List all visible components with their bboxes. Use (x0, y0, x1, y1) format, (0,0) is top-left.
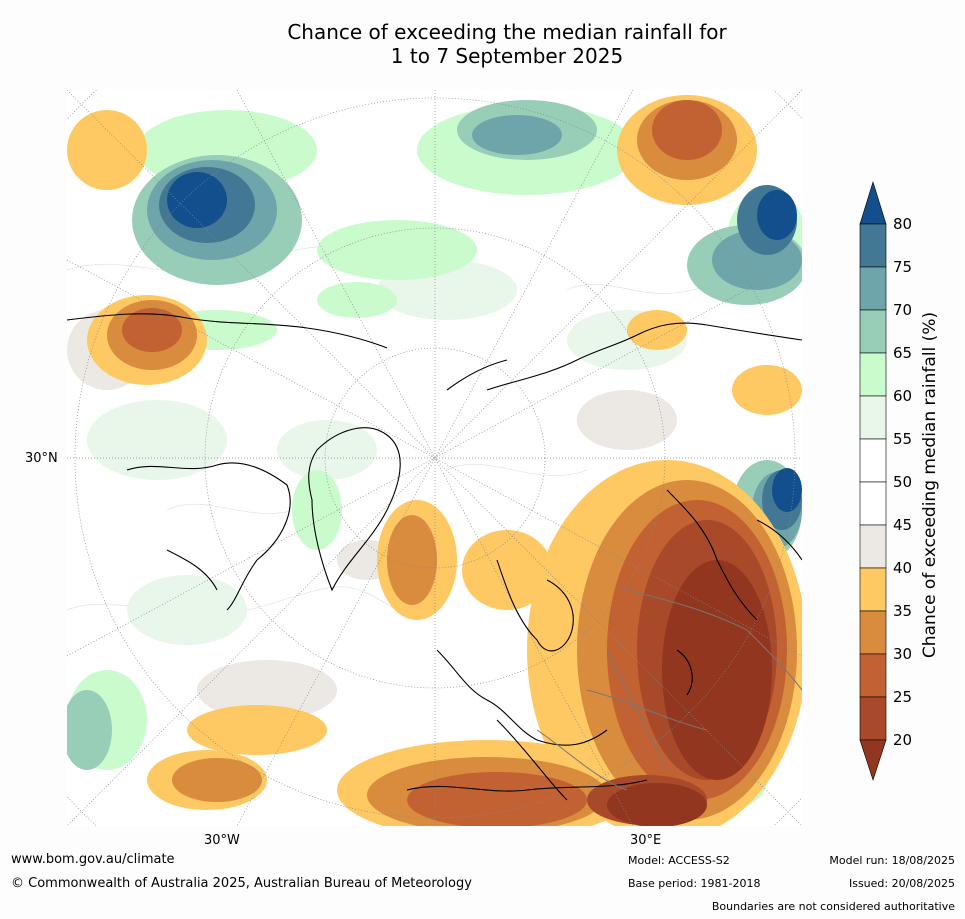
colorbar-tick: 50 (893, 473, 913, 491)
lon-label-30w: 30°W (204, 833, 240, 848)
model-run-text: Model run: 18/08/2025 (829, 854, 955, 867)
colorbar-segment (859, 266, 887, 311)
colorbar-segment (859, 481, 887, 526)
map-canvas (67, 90, 802, 826)
colorbar-label: Chance of exceeding median rainfall (%) (920, 311, 940, 659)
colorbar-tick: 40 (893, 559, 913, 577)
colorbar-tick: 45 (893, 516, 913, 534)
colorbar-segment (859, 352, 887, 397)
colorbar-tick: 20 (893, 731, 913, 749)
colorbar-tick: 60 (893, 387, 913, 405)
colorbar-segment (859, 309, 887, 354)
colorbar-segment (859, 395, 887, 440)
colorbar-segment (859, 438, 887, 483)
colorbar-segment (859, 696, 887, 741)
colorbar-tick: 30 (893, 645, 913, 663)
colorbar (859, 180, 887, 781)
colorbar-tick: 70 (893, 301, 913, 319)
colorbar-segment (859, 567, 887, 612)
rainfall-map (67, 90, 802, 826)
colorbar-segment (859, 524, 887, 569)
copyright-text: © Commonwealth of Australia 2025, Austra… (11, 876, 472, 891)
colorbar-tick: 80 (893, 215, 913, 233)
colorbar-tick: 25 (893, 688, 913, 706)
colorbar-segment (859, 653, 887, 698)
colorbar-tick: 55 (893, 430, 913, 448)
colorbar-tick: 65 (893, 344, 913, 362)
issued-text: Issued: 20/08/2025 (848, 877, 955, 890)
colorbar-bottom-arrow (859, 739, 887, 781)
colorbar-tick: 35 (893, 602, 913, 620)
title-line-2: 1 to 7 September 2025 (390, 44, 624, 68)
website-link[interactable]: www.bom.gov.au/climate (11, 852, 175, 867)
lon-label-30e: 30°E (630, 833, 662, 848)
colorbar-segment (859, 610, 887, 655)
colorbar-segment (859, 223, 887, 268)
lat-label-30n: 30°N (25, 451, 58, 466)
title-line-1: Chance of exceeding the median rainfall … (287, 20, 727, 44)
colorbar-top-arrow (859, 180, 887, 225)
map-title: Chance of exceeding the median rainfall … (0, 20, 965, 68)
colorbar-tick: 75 (893, 258, 913, 276)
disclaimer-text: Boundaries are not considered authoritat… (711, 900, 955, 913)
base-period-text: Base period: 1981-2018 (628, 877, 761, 890)
model-text: Model: ACCESS-S2 (628, 854, 730, 867)
